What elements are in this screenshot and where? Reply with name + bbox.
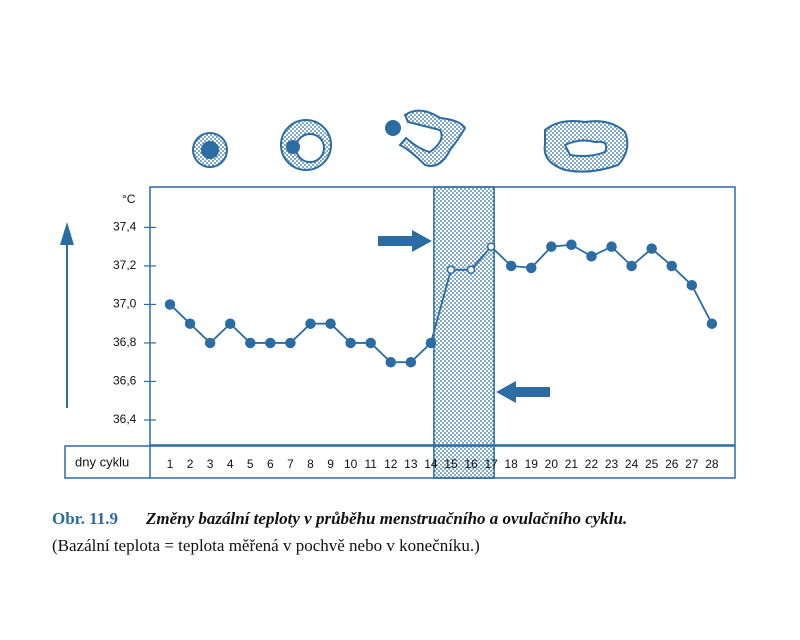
day-strip <box>64 445 736 479</box>
x-tick-label: 18 <box>505 457 519 471</box>
data-point <box>385 356 397 368</box>
cell-icons <box>192 109 629 173</box>
data-point <box>425 337 437 349</box>
x-tick-label: 26 <box>665 457 679 471</box>
x-tick-label: 13 <box>404 457 418 471</box>
axis-arrow <box>60 222 74 408</box>
x-tick-label: 1 <box>167 457 174 471</box>
data-point <box>706 318 718 329</box>
x-tick-label: 6 <box>267 457 274 471</box>
data-point <box>686 279 698 291</box>
data-point <box>546 241 557 252</box>
data-point <box>446 265 456 275</box>
figure-title: Změny bazální teploty v průběhu menstrua… <box>145 509 627 528</box>
x-tick-label: 9 <box>327 457 334 471</box>
data-point <box>646 243 657 254</box>
x-tick-label: 5 <box>247 457 254 471</box>
data-point <box>265 337 276 349</box>
x-tick-label: 4 <box>227 457 234 471</box>
ovulation-band <box>433 186 495 479</box>
x-tick-label: 10 <box>344 457 358 471</box>
plot-frame <box>149 186 736 446</box>
data-point <box>245 337 256 349</box>
data-point <box>666 260 677 272</box>
figure-note: (Bazální teplota = teplota měřená v poch… <box>52 536 480 555</box>
data-point <box>365 337 376 349</box>
data-point <box>224 318 236 329</box>
data-point <box>486 242 496 251</box>
data-point <box>626 260 637 272</box>
y-tick-label: 37,2 <box>113 258 137 272</box>
data-point <box>505 260 517 272</box>
data-point <box>526 262 537 274</box>
x-tick-label: 3 <box>207 457 214 471</box>
x-tick-label: 17 <box>484 457 498 471</box>
data-point <box>606 241 617 252</box>
x-tick-label: 8 <box>307 457 314 471</box>
figure-number: Obr. 11.9 <box>52 509 118 528</box>
data-point <box>566 239 577 251</box>
data-point <box>466 265 476 275</box>
x-tick-label: 28 <box>705 457 719 471</box>
data-point <box>586 251 597 262</box>
x-tick-label: 20 <box>545 457 559 471</box>
data-point <box>285 337 296 349</box>
x-axis-label: dny cyklu <box>75 454 129 469</box>
x-tick-label: 24 <box>625 457 639 471</box>
y-tick-label: 37,0 <box>113 297 137 311</box>
x-tick-label: 12 <box>384 457 398 471</box>
y-tick-label: 36,8 <box>113 335 137 349</box>
x-tick-label: 22 <box>585 457 599 471</box>
y-tick-label: 37,4 <box>113 220 137 234</box>
x-tick-label: 11 <box>364 457 377 471</box>
x-tick-label: 19 <box>525 457 539 471</box>
x-tick-label: 15 <box>444 457 458 471</box>
x-tick-label: 25 <box>645 457 659 471</box>
arrow-right <box>378 230 432 252</box>
arrow-left <box>496 381 550 403</box>
data-point <box>184 318 196 329</box>
data-point <box>405 356 417 368</box>
data-point <box>345 337 356 349</box>
x-tick-label: 2 <box>187 457 194 471</box>
x-tick-label: 14 <box>424 457 438 471</box>
y-tick-label: 36,4 <box>113 412 137 426</box>
data-point <box>325 318 336 329</box>
x-tick-label: 23 <box>605 457 619 471</box>
data-point <box>164 299 176 310</box>
y-tick-label: 36,6 <box>113 374 137 388</box>
data-point <box>305 318 316 329</box>
x-tick-label: 21 <box>565 457 579 471</box>
data-point <box>204 337 216 349</box>
x-tick-label: 16 <box>464 457 478 471</box>
temperature-line <box>169 243 713 364</box>
x-tick-label: 7 <box>287 457 294 471</box>
x-tick-label: 27 <box>685 457 699 471</box>
y-unit: °C <box>122 192 136 206</box>
